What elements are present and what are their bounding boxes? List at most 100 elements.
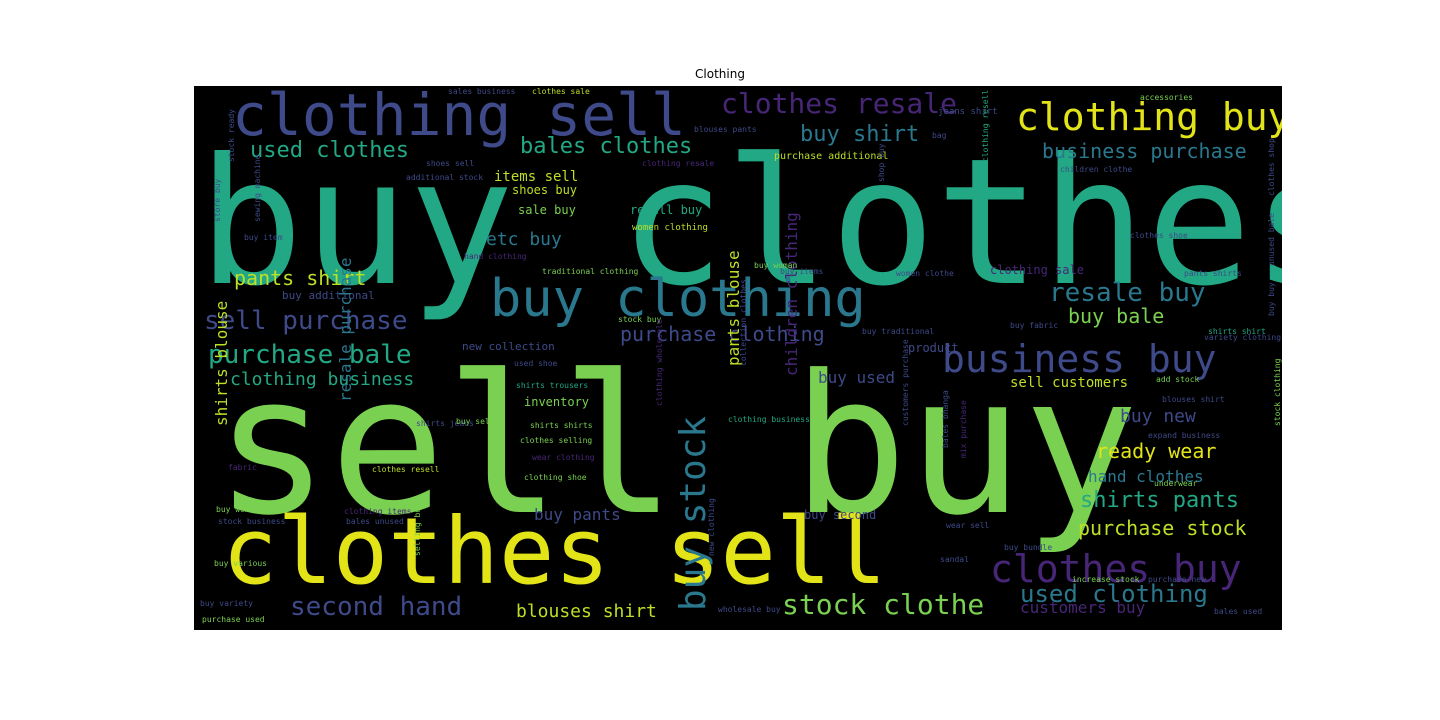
word: bales unused [346,517,404,526]
word: collection clothes [739,279,748,366]
word: clothes buy [990,547,1242,591]
word: purchase additional [774,151,889,162]
word: buy item [244,233,283,242]
word: stock buy [618,315,662,324]
word: sewing machine [253,154,262,222]
word: buy fabric [1010,321,1059,330]
word: bales bhanga [941,390,950,448]
word: sell purchase [204,306,408,336]
word: blouses shirt [1162,395,1225,404]
word: ready wear [1096,439,1217,463]
chart-title: Clothing [695,67,745,81]
word: clothing business [728,415,810,424]
word: stock business [218,517,286,526]
word: business purchase [1042,139,1247,163]
word: selling buy [413,503,422,556]
word: stock clothe [782,588,985,621]
word: buy women [216,505,260,514]
word: purchase stock [1078,516,1247,540]
word: clothing buy [1016,95,1282,139]
word: wear clothing [532,453,595,462]
word: blouses pants [694,125,757,134]
word: clothing sell [232,86,686,149]
word: buy sell [456,417,495,426]
word: resale buy [1049,278,1206,308]
word: resale purchase [336,257,355,403]
word: clothes selling [520,436,593,445]
word: buy clothing [490,269,866,329]
word: bag [932,131,947,140]
word: children clothing [782,212,801,376]
word: buy second [804,508,877,522]
word: unused bale [1267,213,1276,266]
word: shirts shirts [530,421,593,430]
word: buy bundle [1004,543,1053,552]
word: clothes sale [532,87,590,96]
word: inventory [524,395,590,409]
word: fabric [228,463,257,472]
word: buy traditional [862,327,935,336]
word: used clothing [1020,580,1208,608]
word: blouses shirt [516,601,657,622]
word: shirts pants [1080,488,1239,513]
word: buy shirt [800,122,920,147]
word: buy bale [1068,304,1165,328]
word: clothing resale [642,159,715,168]
word: bales used [1214,607,1263,616]
word: buy items [780,267,824,276]
word: variety clothing [1204,333,1282,342]
word-cloud: buy clothes sell buy clothes sell buy cl… [194,86,1282,630]
word: clothing business [230,369,415,390]
word: purchase clothing [620,322,825,346]
word: shirts blouse [212,300,231,426]
word: buy additional [282,289,375,302]
word: shoes buy [512,183,578,197]
word: purchase used [202,615,265,624]
word: mix purchase [959,400,968,458]
word: shirts shirt [1208,327,1266,336]
word: jeans shirt [938,107,998,117]
word: new clothing [707,498,716,556]
word: traditional clothing [542,267,639,276]
word: customers purchase [901,339,910,426]
word: clothing resell [981,89,990,162]
word: hand clothing [464,252,527,261]
word: expand business [1148,431,1221,440]
word: clothes resale [721,87,958,120]
word: accessories [1140,93,1193,102]
word: clothes shoe [1130,231,1188,240]
word: clothes shop [1267,138,1276,196]
word: shirts jeans [416,419,474,428]
word: purchase bale [208,340,412,370]
word: purchase new [1148,575,1206,584]
word: add stock [1156,375,1200,384]
word: clothing wholesale [655,319,664,406]
word: stock clothing [1273,358,1282,426]
word: children clothe [1060,165,1133,174]
word: buy clothes [198,122,1282,325]
word: clothing items [344,507,412,516]
word: buy woman [754,261,798,270]
word: bales clothes [520,134,693,159]
word: women clothing [632,223,708,233]
word: etc buy [486,229,562,250]
word: wholesale buy [718,605,781,614]
word: customers buy [1020,598,1146,617]
word: buy new [1120,406,1196,427]
word: stock ready [227,109,236,162]
word: buy various [214,559,267,568]
word: sales business [448,87,516,96]
word: pants shirt [234,266,367,290]
word: buy buy [1267,282,1276,316]
word: shirts trousers [516,381,589,390]
word: items sell [494,169,579,185]
word: buy variety [200,599,253,608]
word: used clothes [250,138,409,163]
word: clothes sell [222,498,887,605]
word: additional stock [406,173,484,182]
word: sell buy [214,335,1139,558]
word: sale buy [518,203,576,217]
word: store buy [213,178,222,222]
word: shoes sell [426,159,475,168]
word: clothes resell [372,465,440,474]
